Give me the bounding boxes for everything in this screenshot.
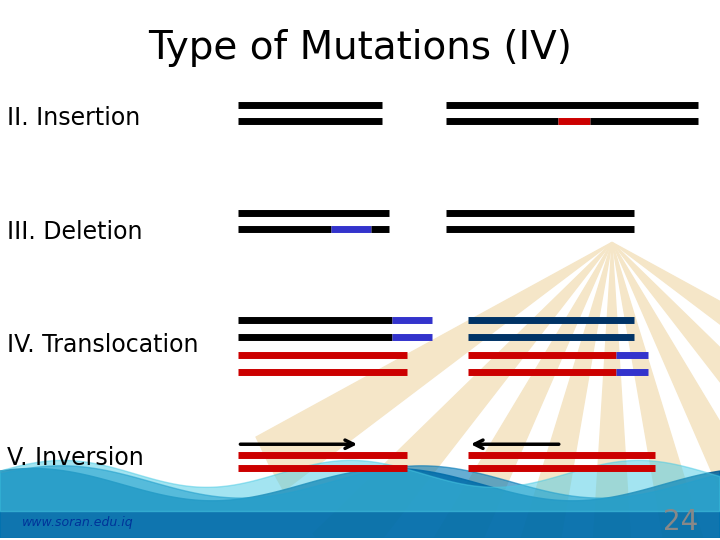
Text: Type of Mutations (IV): Type of Mutations (IV) [148, 30, 572, 68]
Text: II. Insertion: II. Insertion [7, 106, 140, 131]
Text: III. Deletion: III. Deletion [7, 220, 143, 244]
Polygon shape [313, 242, 612, 540]
Polygon shape [612, 242, 720, 540]
Text: www.soran.edu.iq: www.soran.edu.iq [22, 516, 133, 529]
Polygon shape [390, 242, 612, 540]
Polygon shape [612, 242, 720, 540]
Polygon shape [612, 242, 720, 491]
Text: IV. Translocation: IV. Translocation [7, 333, 199, 356]
Polygon shape [612, 242, 720, 540]
Polygon shape [585, 242, 639, 540]
Polygon shape [256, 242, 612, 491]
Text: 24: 24 [663, 508, 698, 536]
Polygon shape [483, 242, 612, 540]
Text: V. Inversion: V. Inversion [7, 446, 144, 470]
